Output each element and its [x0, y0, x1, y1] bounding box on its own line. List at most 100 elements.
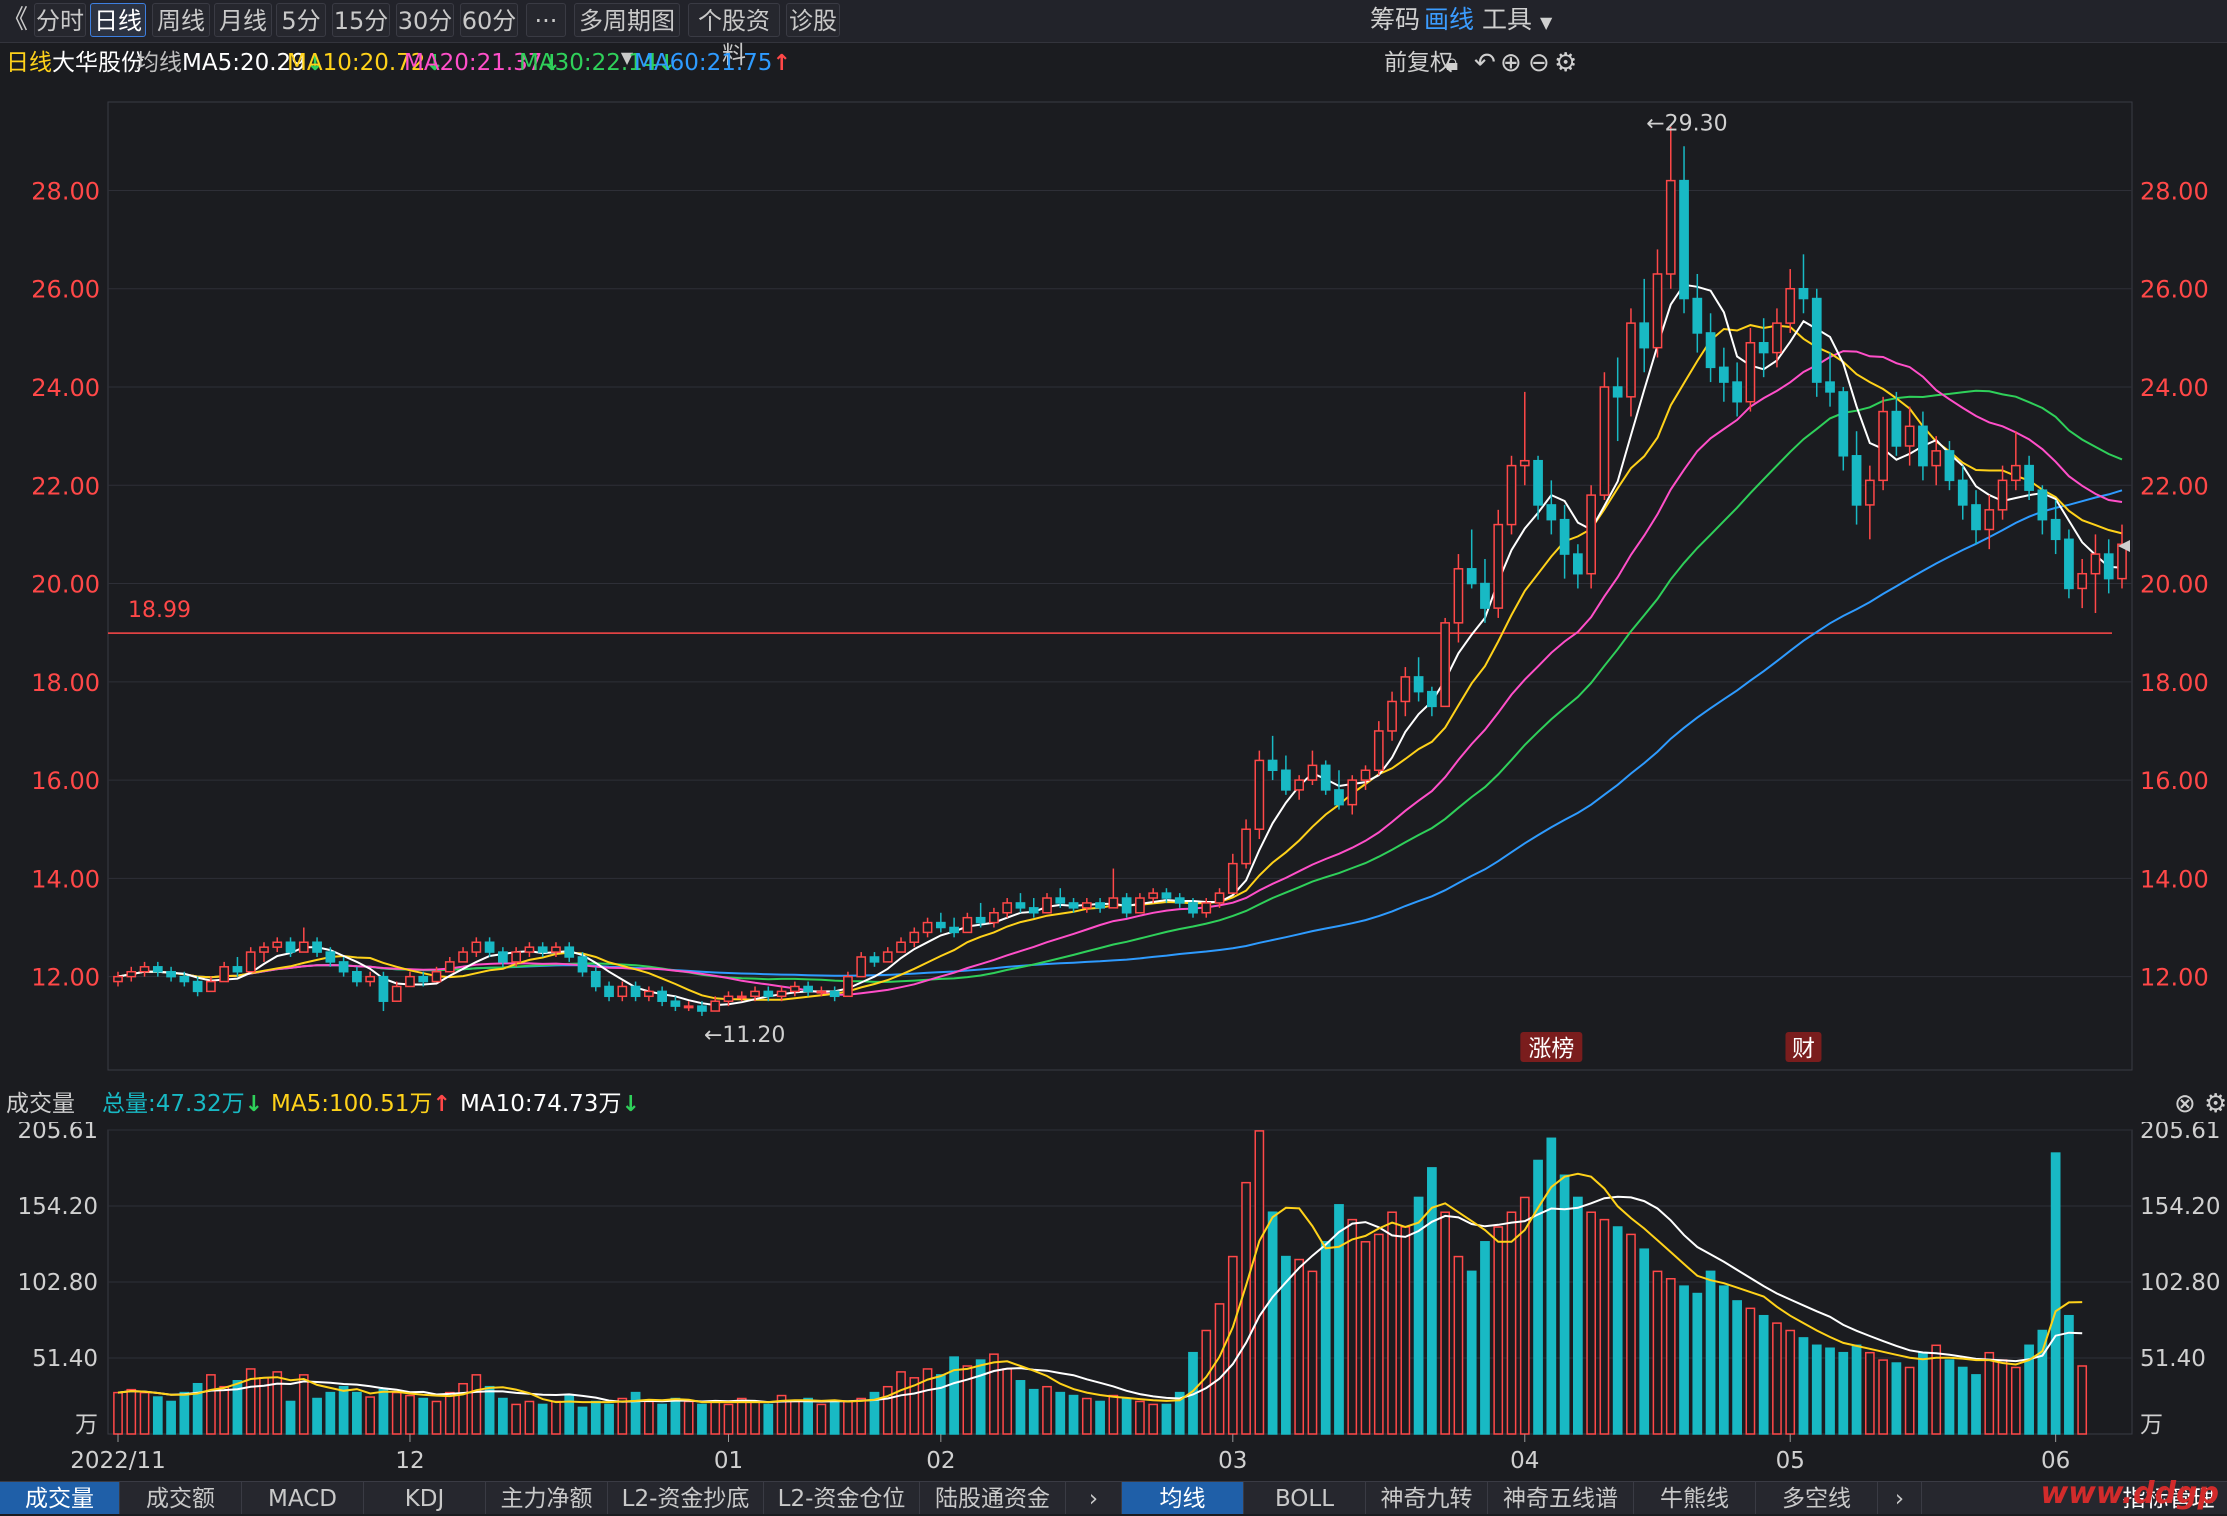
- candle: [1480, 558, 1490, 623]
- volume-chart[interactable]: 51.40 51.40 102.80 102.80 154.20 154.20 205.61…: [0, 1122, 2227, 1480]
- chevron-right-icon[interactable]: ›: [1878, 1482, 1922, 1514]
- candle: [1798, 254, 1809, 314]
- more-button[interactable]: ···: [526, 3, 566, 37]
- tab-weekly[interactable]: 周线: [152, 3, 210, 37]
- tab-kdj[interactable]: KDJ: [364, 1482, 486, 1514]
- settings-gear-icon[interactable]: ⚙: [2204, 1089, 2227, 1119]
- tab-daily[interactable]: 日线: [90, 3, 146, 37]
- chips-button[interactable]: 筹码: [1370, 5, 1421, 34]
- tab-turnover[interactable]: 成交额: [120, 1482, 242, 1514]
- candle: [1957, 465, 1968, 520]
- candle-body: [1984, 509, 1995, 531]
- volume-y-tick-left: 51.40: [32, 1346, 98, 1372]
- candle: [723, 991, 734, 1007]
- candle: [1214, 888, 1225, 908]
- tab-ma[interactable]: 均线: [1122, 1482, 1244, 1514]
- draw-line-button[interactable]: 画线: [1424, 5, 1475, 34]
- tab-magic-five[interactable]: 神奇五线谱: [1488, 1482, 1634, 1514]
- ma60-value: MA60:21.75↑: [634, 50, 791, 76]
- volume-bar: [1373, 1233, 1384, 1435]
- volume-bar: [896, 1371, 906, 1435]
- volume-bar: [338, 1385, 349, 1435]
- candle: [763, 986, 774, 1002]
- close-icon[interactable]: ⊗: [2174, 1089, 2196, 1119]
- ma-label[interactable]: 均线: [136, 50, 182, 76]
- candlestick-chart[interactable]: 12.00 12.00 14.00 14.00 16.00 16.00 18.00 18.00…: [0, 82, 2227, 1082]
- lock-icon[interactable]: 🔒︎: [1446, 50, 1459, 76]
- candle-body: [617, 985, 628, 998]
- multi-period-dropdown[interactable]: 多周期图 ▼: [574, 3, 680, 67]
- candle: [1002, 898, 1013, 918]
- tools-button[interactable]: 工具 ▼: [1482, 3, 1552, 37]
- adjust-label[interactable]: 前复权: [1384, 50, 1453, 76]
- indicator-manage-button[interactable]: 指标管理: [2122, 1486, 2215, 1512]
- tab-l2-position[interactable]: L2-资金仓位: [764, 1482, 920, 1514]
- candle-body: [1679, 179, 1689, 300]
- back-double-chevron-icon[interactable]: 《: [2, 5, 29, 35]
- tab-long-short[interactable]: 多空线: [1756, 1482, 1878, 1514]
- candle-body: [285, 941, 296, 953]
- volume-bar: [1135, 1400, 1145, 1435]
- volume-bar: [1692, 1292, 1703, 1435]
- candle-body: [1665, 179, 1676, 275]
- tab-main-net[interactable]: 主力净额: [486, 1482, 608, 1514]
- volume-bar: [683, 1400, 694, 1435]
- tab-macd[interactable]: MACD: [242, 1482, 364, 1514]
- tab-monthly[interactable]: 月线: [214, 3, 272, 37]
- candle: [1639, 278, 1650, 373]
- candle: [1652, 249, 1663, 358]
- volume-bar: [1055, 1391, 1066, 1435]
- tab-bull-bear[interactable]: 牛熊线: [1634, 1482, 1756, 1514]
- tab-volume[interactable]: 成交量: [0, 1482, 120, 1514]
- candle: [1427, 686, 1437, 717]
- candle-body: [1387, 700, 1397, 732]
- candle-body: [909, 931, 920, 943]
- tab-fenshi[interactable]: 分时: [34, 3, 86, 37]
- stock-info-button[interactable]: 个股资料: [688, 3, 780, 69]
- candle-body: [1957, 479, 1968, 506]
- candle-body: [113, 975, 123, 983]
- zoom-out-icon[interactable]: ⊖: [1528, 48, 1550, 78]
- volume-bar: [922, 1368, 933, 1435]
- volume-y-tick-right: 154.20: [2140, 1194, 2220, 1220]
- volume-bar: [537, 1403, 548, 1435]
- zoom-in-icon[interactable]: ⊕: [1500, 48, 1522, 78]
- candle: [1971, 490, 1981, 545]
- settings-gear-icon[interactable]: ⚙: [1554, 48, 1578, 78]
- volume-ma5: MA5:100.51万↑: [271, 1091, 451, 1117]
- candle-body: [537, 946, 548, 953]
- chevron-right-icon[interactable]: ›: [1066, 1482, 1122, 1514]
- tab-hk-connect[interactable]: 陆股通资金: [920, 1482, 1066, 1514]
- candle-body: [1573, 553, 1583, 575]
- candle: [1785, 269, 1796, 333]
- volume-bar: [909, 1377, 920, 1435]
- ma10-value: MA10:20.72↓: [287, 50, 444, 76]
- candle: [1400, 667, 1411, 717]
- candle: [1493, 509, 1504, 618]
- tab-30min[interactable]: 30分: [396, 3, 454, 37]
- tab-l2-bottom[interactable]: L2-资金抄底: [608, 1482, 764, 1514]
- tab-60min[interactable]: 60分: [460, 3, 518, 37]
- diagnose-button[interactable]: 诊股: [786, 3, 840, 37]
- tab-boll[interactable]: BOLL: [1244, 1482, 1366, 1514]
- volume-bar: [1785, 1329, 1796, 1435]
- candle: [1440, 617, 1451, 708]
- tab-15min[interactable]: 15分: [332, 3, 390, 37]
- candle: [444, 956, 455, 973]
- tab-magic-nine[interactable]: 神奇九转: [1366, 1482, 1488, 1514]
- y-tick-label-left: 16.00: [31, 767, 100, 795]
- candle-body: [922, 921, 933, 934]
- candle: [325, 947, 336, 967]
- y-tick-label-left: 28.00: [31, 177, 100, 205]
- candle-body: [1466, 568, 1477, 585]
- candle-body: [551, 946, 561, 953]
- volume-bar: [1028, 1388, 1039, 1435]
- candle: [2010, 431, 2021, 491]
- candle-body: [1161, 892, 1172, 899]
- undo-icon[interactable]: ↶: [1474, 48, 1496, 78]
- candle-body: [630, 985, 641, 998]
- candle: [1825, 352, 1835, 407]
- candle-body: [670, 1000, 681, 1007]
- candle: [1811, 288, 1822, 397]
- tab-5min[interactable]: 5分: [276, 3, 326, 37]
